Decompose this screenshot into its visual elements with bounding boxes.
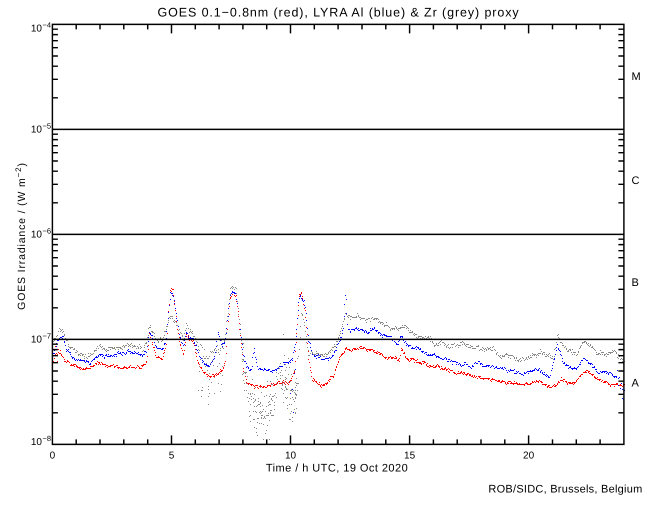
svg-text:15: 15 — [404, 451, 416, 462]
svg-text:A: A — [632, 378, 640, 390]
svg-text:5: 5 — [169, 451, 175, 462]
svg-text:−6: −6 — [43, 227, 52, 236]
svg-text:10: 10 — [31, 24, 43, 35]
svg-text:GOES 0.1−0.8nm (red), LYRA Al: GOES 0.1−0.8nm (red), LYRA Al (blue) & Z… — [157, 6, 519, 20]
svg-text:ROB/SIDC, Brussels, Belgium: ROB/SIDC, Brussels, Belgium — [488, 484, 642, 496]
svg-text:B: B — [632, 277, 639, 289]
svg-text:10: 10 — [31, 125, 43, 136]
svg-text:GOES Irradiance / (W m−2): GOES Irradiance / (W m−2) — [14, 162, 28, 310]
svg-text:−4: −4 — [43, 21, 52, 30]
svg-text:−8: −8 — [43, 434, 52, 443]
svg-text:−7: −7 — [43, 332, 52, 341]
svg-text:10: 10 — [31, 437, 43, 448]
svg-text:C: C — [632, 175, 640, 187]
svg-text:Time / h UTC, 19 Oct 2020: Time / h UTC, 19 Oct 2020 — [266, 463, 408, 475]
svg-text:−5: −5 — [43, 122, 52, 131]
svg-text:20: 20 — [523, 451, 535, 462]
svg-text:0: 0 — [50, 451, 56, 462]
svg-text:10: 10 — [31, 230, 43, 241]
svg-text:10: 10 — [285, 451, 297, 462]
svg-text:10: 10 — [31, 335, 43, 346]
svg-text:M: M — [632, 71, 641, 83]
